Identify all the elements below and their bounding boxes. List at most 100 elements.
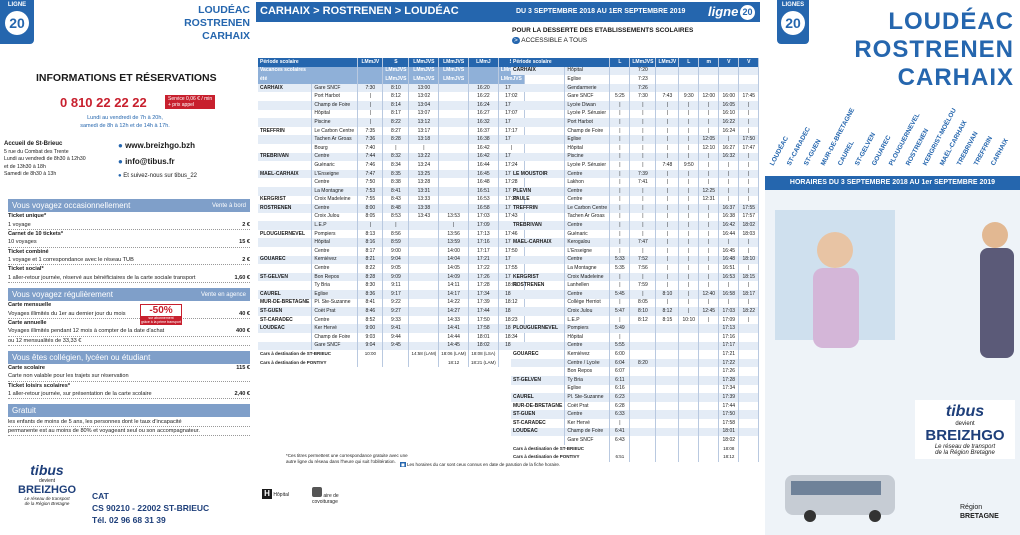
time: |	[678, 290, 700, 299]
time: |	[357, 118, 384, 127]
stop-name: Le Carbon Centre	[564, 204, 611, 213]
fare-item: Voyages illimités pendant 12 mois à comp…	[8, 327, 250, 337]
stop-row: Hôpital | 17:16	[511, 333, 760, 342]
town	[511, 100, 566, 110]
time: 5:55	[609, 341, 631, 351]
period: DU 3 SEPTEMBRE 2018 AU 1ER SEPTEMBRE 201…	[516, 8, 686, 15]
time	[438, 109, 470, 119]
time: 17:45	[738, 92, 760, 101]
stop-row: Centre 8:22 9:05 14:05 17:22 17:55	[258, 264, 525, 273]
time	[698, 410, 720, 419]
stop-row: Champ de Foire | | | | | 16:24 |	[511, 126, 760, 136]
time: 16:48	[718, 255, 740, 265]
header-row: Vacances scolairesLMmJVSLMmJVSLMmJVSLMmJ…	[258, 66, 525, 76]
stop-name: Ty Bria	[564, 375, 611, 385]
time: |	[698, 109, 720, 119]
time	[678, 66, 700, 76]
time	[655, 358, 680, 368]
time: |	[609, 169, 631, 179]
time: |	[655, 298, 680, 308]
time: 8:12	[629, 315, 657, 325]
badge-number: 20	[781, 11, 805, 35]
time: 8:17	[357, 247, 384, 256]
time: |	[655, 178, 680, 187]
time: |	[738, 264, 760, 273]
stop-name: Hôpital	[564, 143, 611, 153]
time	[655, 341, 680, 351]
stop-row: PAULE Centre | | | | 12:31 | |	[511, 195, 760, 205]
time: |	[738, 109, 760, 119]
town	[511, 83, 566, 93]
time: |	[609, 126, 631, 136]
town	[258, 135, 313, 144]
header-cell: Période scolaire	[511, 58, 611, 67]
time: |	[655, 126, 680, 136]
email: ● info@tibus.fr	[118, 157, 175, 166]
note-cell: 18:12	[438, 358, 470, 368]
time: 13:12	[408, 118, 440, 127]
time: 8:05	[629, 298, 657, 308]
time: |	[629, 109, 657, 119]
stop-name: Centre	[311, 264, 359, 273]
note-row: Cars à destination de PONTIVY 18:12 18:21 …	[258, 358, 524, 368]
time	[655, 401, 680, 411]
cover-brand: tibus devient BREIZHGO Le réseau de tran…	[915, 400, 1015, 459]
time: 16:32	[718, 152, 740, 162]
time: |	[738, 178, 760, 187]
time	[738, 75, 760, 84]
time: |	[609, 118, 631, 127]
time: |	[609, 212, 631, 222]
town	[511, 152, 566, 162]
time: 7:36	[357, 135, 384, 144]
time	[738, 427, 760, 437]
town: TREFFRIN	[511, 204, 566, 213]
note-cell: 18:08 (LSA)	[468, 350, 499, 359]
time: 8:10	[655, 290, 680, 299]
time: 14:41	[438, 324, 470, 333]
badge-number: 20	[5, 11, 29, 35]
time: 12:40	[698, 290, 720, 299]
brand-tag: Le réseau de transport	[24, 496, 70, 501]
stop-name: Centre	[311, 315, 359, 325]
time	[678, 75, 700, 84]
time	[738, 401, 760, 411]
time	[629, 367, 657, 376]
town: TREFFRIN	[258, 126, 313, 136]
time: 8:28	[382, 135, 410, 144]
time: 8:14	[382, 100, 410, 110]
footnote-line: *Ces titres permettent une correspondanc…	[286, 453, 408, 458]
time	[655, 324, 680, 333]
time	[438, 118, 470, 127]
brand-old: tibus	[30, 462, 64, 478]
time: 9:04	[357, 341, 384, 351]
stop-row: MUR-DE-BRETAGNE Coët Prat 6:28 17:44	[511, 401, 760, 411]
fare-item: Voyages illimités du 1er au dernier jour…	[8, 309, 250, 319]
town: ST-GELVEN	[258, 272, 313, 282]
time: 14:27	[438, 307, 470, 316]
stop-row: Lycée P. Sérusier | | | | | 16:10 |	[511, 109, 760, 119]
time: |	[629, 229, 657, 239]
time	[698, 350, 720, 359]
fare-price: 15 €	[239, 239, 250, 246]
time	[655, 427, 680, 437]
stop-row: PLOUGUERNEVEL Pompiers 8:13 8:56 13:56 17:13 1…	[258, 229, 525, 239]
time: 17:34	[718, 384, 740, 394]
town: PLEVIN	[511, 186, 566, 196]
time: |	[678, 221, 700, 230]
note-cell	[629, 453, 657, 462]
stop-name: Centre	[564, 410, 611, 419]
time: |	[629, 204, 657, 213]
stop-name: Piscine	[564, 152, 611, 162]
time: 12:05	[698, 135, 720, 144]
time: |	[678, 143, 700, 153]
time: |	[655, 238, 680, 248]
header-cell: LMmJV	[357, 58, 384, 67]
time: 8:17	[382, 109, 410, 119]
note-cell	[655, 444, 680, 454]
time: 6:07	[609, 367, 631, 376]
stop-row: PLOUGUERNEVEL Pompiers 5:49 17:13	[511, 324, 760, 333]
header-cell: LMmJVS	[408, 75, 440, 84]
time: |	[698, 221, 720, 230]
